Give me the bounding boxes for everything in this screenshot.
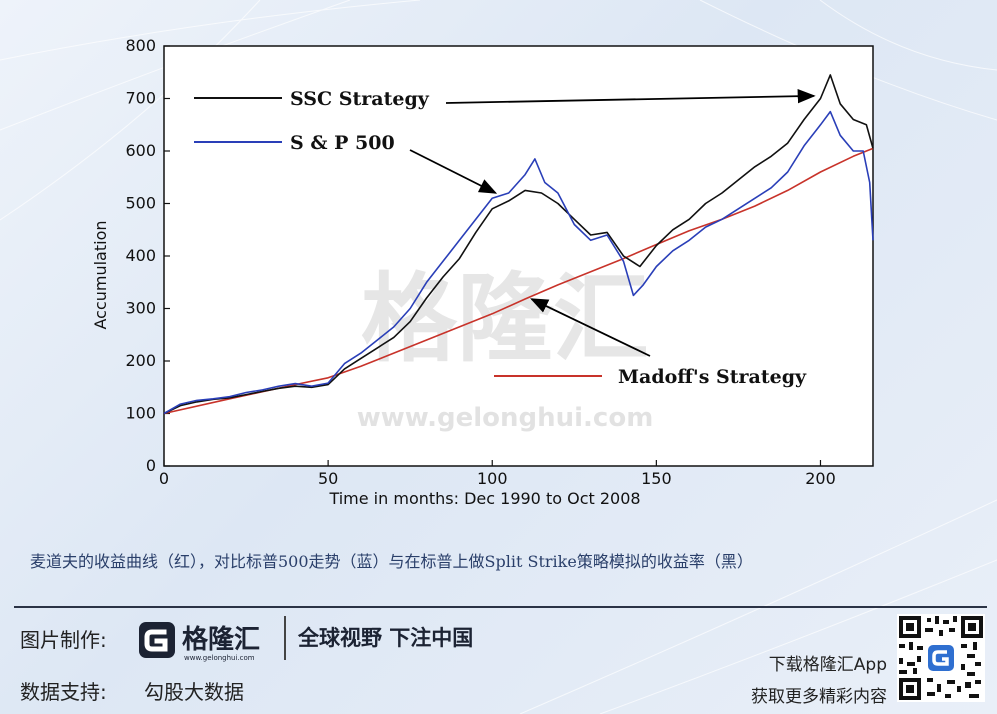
watermark: 格隆汇 www.gelonghui.com (357, 263, 654, 433)
qr-code-icon[interactable] (897, 614, 985, 702)
x-axis-label: Time in months: Dec 1990 to Oct 2008 (328, 489, 640, 508)
annotation-arrow (530, 298, 651, 357)
logo-url: www.gelonghui.com (184, 654, 255, 662)
y-tick-label: 100 (125, 404, 156, 423)
footer-separator (284, 616, 286, 660)
slogan: 全球视野 下注中国 (298, 626, 474, 650)
made-by-label: 图片制作: (20, 628, 107, 652)
x-tick-label: 0 (159, 469, 169, 488)
y-tick-label: 200 (125, 351, 156, 370)
y-tick-label: 700 (125, 89, 156, 108)
data-source: 勾股大数据 (144, 680, 244, 704)
annotation-arrow (445, 88, 816, 104)
x-tick-label: 50 (318, 469, 338, 488)
annotation-arrow (409, 149, 498, 194)
footer-divider (14, 606, 987, 608)
line-chart: 0 50 100 150 200 0 100 200 300 400 500 600 700 800 格隆… (91, 36, 874, 508)
x-tick-label: 150 (641, 469, 672, 488)
y-tick-label: 400 (125, 246, 156, 265)
legend-label: Madoff's Strategy (618, 366, 807, 388)
legend: SSC Strategy S & P 500 Madoff's Strategy (194, 88, 816, 388)
download-app-text: 下载格隆汇App (768, 655, 887, 675)
watermark-cn: 格隆汇 (361, 263, 649, 375)
data-support-label: 数据支持: (20, 680, 107, 704)
y-tick-label: 600 (125, 141, 156, 160)
plot-area (164, 46, 873, 466)
watermark-url: www.gelonghui.com (357, 403, 654, 433)
gelonghui-logo: 格隆汇 www.gelonghui.com (139, 622, 260, 662)
series-line-sp500 (163, 110, 874, 415)
more-content-text: 获取更多精彩内容 (751, 687, 887, 707)
x-tick-label: 100 (477, 469, 508, 488)
y-tick-label: 500 (125, 194, 156, 213)
legend-label: SSC Strategy (290, 88, 430, 110)
logo-text: 格隆汇 (182, 624, 260, 655)
figure-caption: 麦道夫的收益曲线（红），对比标普500走势（蓝）与在标普上做Split Stri… (30, 552, 753, 571)
y-tick-label: 0 (146, 456, 156, 475)
legend-label: S & P 500 (290, 132, 395, 154)
x-tick-label: 200 (805, 469, 836, 488)
y-tick-label: 300 (125, 299, 156, 318)
axes: 0 50 100 150 200 0 100 200 300 400 500 600 700 800 (125, 36, 874, 488)
y-tick-label: 800 (125, 36, 156, 55)
y-axis-label: Accumulation (91, 220, 110, 329)
series-lines (163, 74, 874, 415)
series-line-ssc (163, 74, 874, 415)
